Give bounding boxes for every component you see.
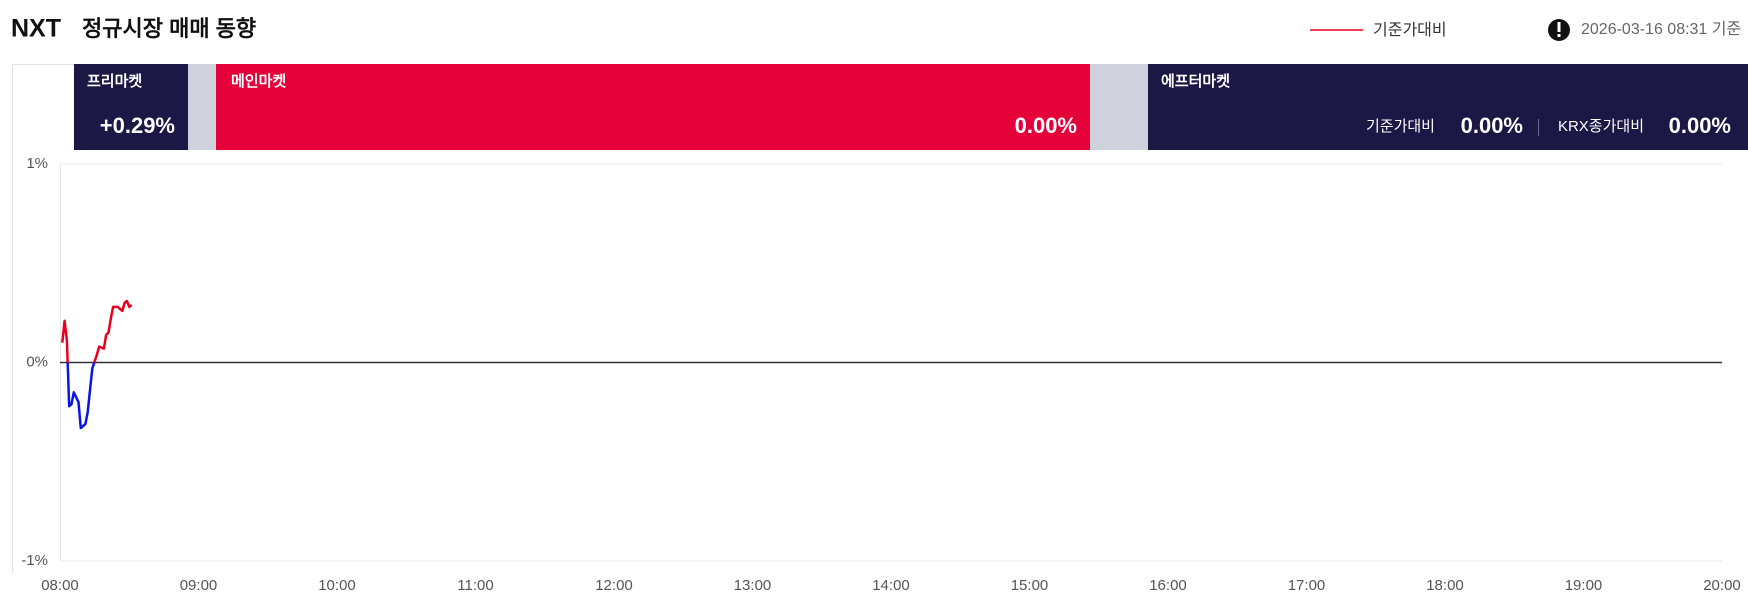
x-tick-label: 17:00 — [1288, 577, 1326, 594]
y-tick-label: 0% — [26, 353, 48, 370]
panel-value: +0.29% — [100, 113, 175, 138]
logo: NXT — [11, 15, 61, 43]
panel-label: 프리마켓 — [87, 73, 142, 90]
y-tick-label: -1% — [21, 552, 48, 569]
info-icon-bar — [1557, 22, 1561, 32]
gap-panel — [1090, 64, 1148, 150]
panel-sub-label: 기준가대비 — [1366, 118, 1435, 135]
after-market-panel — [1148, 64, 1748, 150]
x-tick-label: 13:00 — [734, 577, 772, 594]
panel-label: 메인마켓 — [231, 72, 286, 90]
x-tick-label: 18:00 — [1426, 577, 1464, 594]
panel-label: 에프터마켓 — [1161, 73, 1230, 90]
x-tick-label: 10:00 — [318, 577, 356, 594]
chart-title: 정규시장 매매 동향 — [82, 16, 256, 41]
legend-label: 기준가대비 — [1373, 21, 1447, 39]
main-market-panel — [216, 64, 1090, 150]
x-tick-label: 09:00 — [180, 577, 218, 594]
x-tick-label: 19:00 — [1565, 577, 1603, 594]
x-tick-label: 11:00 — [457, 577, 493, 594]
x-tick-label: 08:00 — [41, 577, 79, 594]
timestamp: 2026-03-16 08:31 기준 — [1581, 20, 1741, 38]
panel-value: 0.00% — [1669, 113, 1731, 138]
panel-value: 0.00% — [1461, 113, 1523, 138]
x-tick-label: 20:00 — [1703, 577, 1741, 594]
x-tick-label: 14:00 — [872, 577, 910, 594]
pre-market-panel — [74, 64, 188, 150]
panel-value: 0.00% — [1015, 113, 1077, 138]
panel-sub-label: KRX종가대비 — [1558, 118, 1644, 135]
x-tick-label: 12:00 — [595, 577, 633, 594]
gap-panel — [188, 64, 216, 150]
info-icon-dot — [1557, 34, 1561, 37]
x-tick-label: 16:00 — [1149, 577, 1187, 594]
x-tick-label: 15:00 — [1011, 577, 1049, 594]
y-tick-label: 1% — [26, 155, 48, 172]
series-line — [61, 299, 133, 430]
